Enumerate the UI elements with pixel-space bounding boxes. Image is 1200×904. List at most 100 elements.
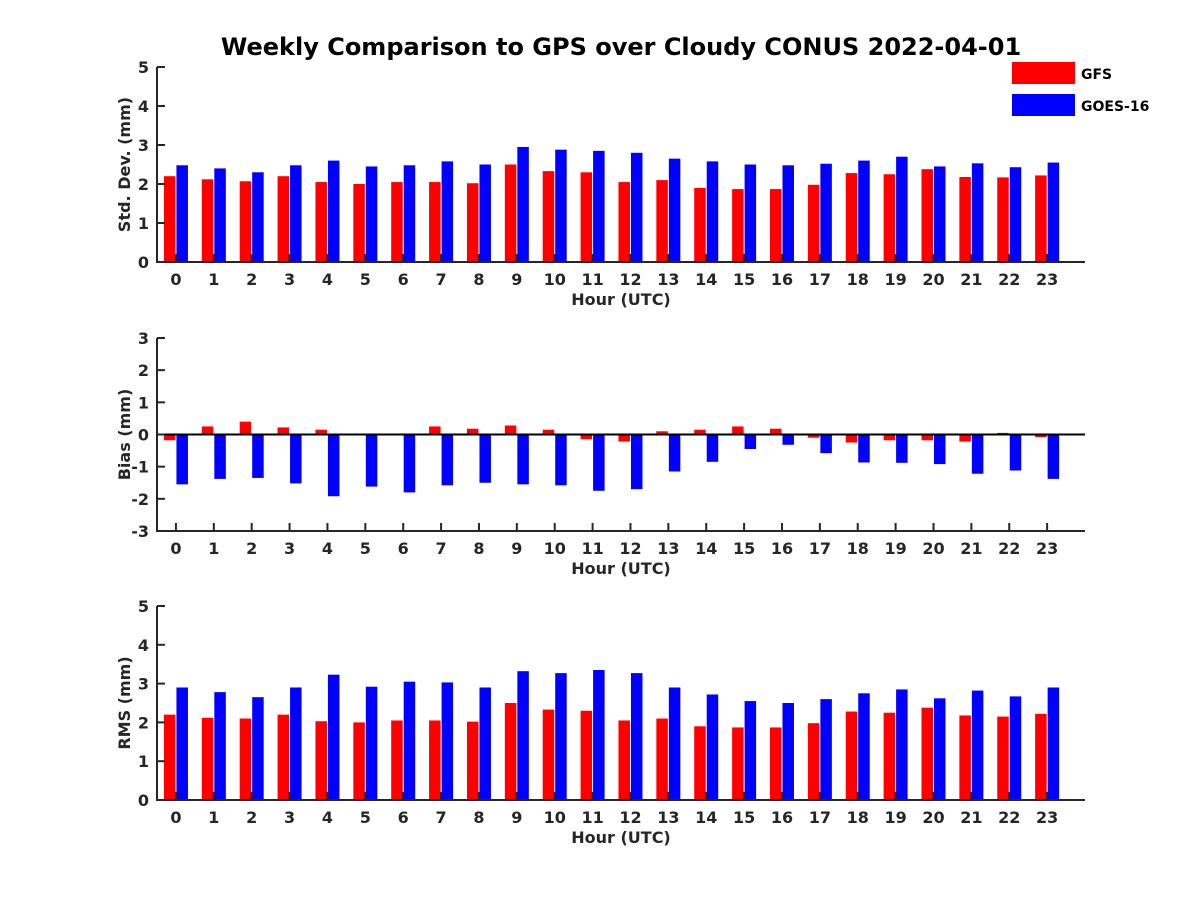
bar-gfs-hour-23	[1035, 175, 1047, 262]
bar-goes-16-hour-3	[290, 434, 302, 484]
bar-gfs-hour-15	[732, 727, 744, 800]
bar-gfs-hour-18	[845, 434, 858, 443]
bar-gfs-hour-1	[201, 426, 214, 435]
y-tick-label: 5	[138, 58, 149, 77]
y-tick-label: 5	[138, 597, 149, 616]
bar-goes-16-hour-16	[782, 703, 794, 800]
bar-goes-16-hour-19	[896, 156, 908, 262]
x-tick-label: 20	[922, 539, 944, 558]
bar-goes-16-hour-14	[706, 434, 719, 462]
bar-gfs-hour-10	[542, 429, 555, 435]
bar-gfs-hour-14	[694, 429, 706, 435]
bar-gfs-hour-10	[542, 709, 555, 800]
x-tick-label: 10	[544, 808, 566, 827]
x-tick-label: 23	[1036, 539, 1058, 558]
x-tick-label: 13	[657, 270, 679, 289]
bar-gfs-hour-21	[959, 176, 971, 262]
bar-gfs-hour-15	[732, 189, 744, 262]
bar-goes-16-hour-22	[1009, 167, 1022, 262]
y-axis-label: Std. Dev. (mm)	[115, 97, 134, 232]
y-axis-label: RMS (mm)	[115, 656, 134, 749]
bar-goes-16-hour-1	[214, 168, 226, 262]
bar-goes-16-hour-8	[479, 434, 491, 483]
x-tick-label: 21	[960, 270, 982, 289]
y-tick-label: -1	[131, 458, 149, 477]
x-tick-label: 11	[581, 539, 603, 558]
bar-gfs-hour-23	[1035, 713, 1047, 800]
bar-gfs-hour-1	[201, 179, 214, 262]
x-tick-label: 4	[322, 270, 333, 289]
y-tick-label: 0	[138, 791, 149, 810]
x-tick-label: 5	[360, 808, 371, 827]
bar-gfs-hour-3	[277, 714, 290, 800]
y-tick-label: 3	[138, 329, 149, 348]
bar-goes-16-hour-10	[555, 149, 567, 262]
bar-gfs-hour-17	[807, 723, 820, 800]
bar-goes-16-hour-16	[782, 434, 794, 445]
x-tick-label: 22	[998, 539, 1020, 558]
bar-gfs-hour-15	[732, 426, 744, 435]
bar-goes-16-hour-10	[555, 434, 567, 486]
bar-goes-16-hour-14	[706, 694, 719, 800]
x-tick-label: 12	[619, 539, 641, 558]
bars-panel-2	[163, 421, 1060, 497]
x-tick-label: 2	[246, 270, 257, 289]
bar-goes-16-hour-0	[176, 165, 188, 262]
legend-entry-gfs: GFS	[1012, 62, 1112, 84]
bar-goes-16-hour-21	[971, 434, 984, 474]
bar-goes-16-hour-8	[479, 687, 491, 800]
bar-gfs-hour-17	[807, 434, 820, 438]
bar-goes-16-hour-6	[403, 434, 416, 493]
x-tick-label: 7	[436, 539, 447, 558]
x-tick-label: 10	[544, 539, 566, 558]
x-tick-label: 23	[1036, 270, 1058, 289]
bar-goes-16-hour-22	[1009, 434, 1022, 471]
bar-goes-16-hour-12	[630, 673, 643, 800]
bar-gfs-hour-4	[315, 721, 327, 800]
x-tick-label: 3	[284, 270, 295, 289]
bar-goes-16-hour-18	[858, 434, 870, 463]
bar-goes-16-hour-19	[896, 689, 908, 800]
x-tick-label: 15	[733, 539, 755, 558]
y-tick-label: 1	[138, 393, 149, 412]
bar-gfs-hour-20	[921, 707, 933, 800]
x-tick-label: 16	[771, 539, 793, 558]
bar-gfs-hour-23	[1035, 434, 1047, 438]
bar-gfs-hour-3	[277, 176, 290, 262]
y-tick-label: 2	[138, 713, 149, 732]
bar-goes-16-hour-22	[1009, 696, 1022, 800]
x-tick-label: 19	[884, 539, 906, 558]
bar-gfs-hour-9	[504, 425, 517, 435]
x-tick-label: 5	[360, 270, 371, 289]
legend-swatch	[1012, 62, 1075, 84]
x-tick-label: 21	[960, 539, 982, 558]
x-tick-label: 9	[511, 539, 522, 558]
x-tick-label: 15	[733, 808, 755, 827]
bar-goes-16-hour-18	[858, 160, 870, 262]
x-tick-label: 6	[398, 539, 409, 558]
x-tick-label: 4	[322, 808, 333, 827]
x-tick-label: 1	[208, 808, 219, 827]
bar-goes-16-hour-7	[441, 434, 454, 486]
bar-goes-16-hour-15	[744, 434, 757, 449]
x-tick-label: 6	[398, 270, 409, 289]
bar-gfs-hour-16	[769, 428, 782, 435]
x-tick-label: 23	[1036, 808, 1058, 827]
x-tick-label: 13	[657, 808, 679, 827]
bar-goes-16-hour-15	[744, 701, 757, 800]
y-tick-label: 2	[138, 361, 149, 380]
bar-gfs-hour-4	[315, 182, 327, 262]
bar-gfs-hour-19	[883, 174, 896, 262]
x-tick-label: 0	[170, 270, 181, 289]
bar-goes-16-hour-9	[517, 146, 529, 262]
x-tick-label: 8	[473, 270, 484, 289]
bar-gfs-hour-0	[163, 434, 176, 441]
x-tick-label: 1	[208, 539, 219, 558]
bar-gfs-hour-6	[391, 182, 403, 262]
bar-goes-16-hour-5	[365, 434, 378, 487]
y-tick-label: 1	[138, 752, 149, 771]
bar-goes-16-hour-4	[327, 160, 340, 262]
y-tick-label: 1	[138, 214, 149, 233]
